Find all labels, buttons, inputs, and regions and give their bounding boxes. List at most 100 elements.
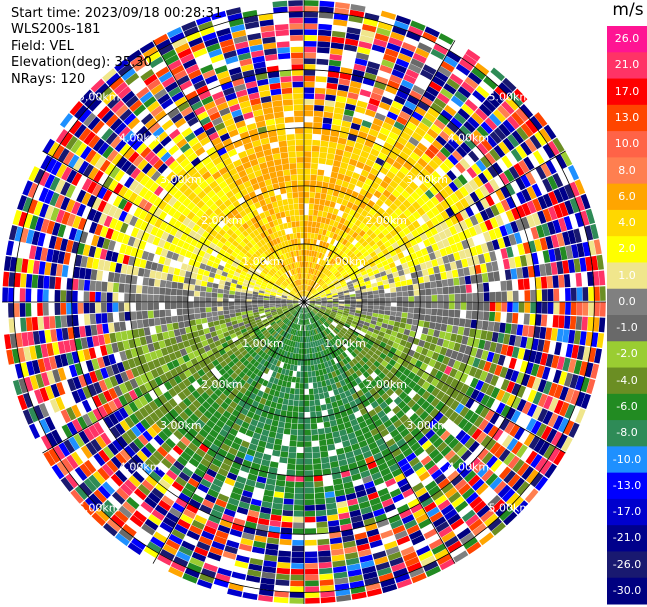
radar-gate	[458, 250, 467, 260]
radar-gate	[346, 268, 353, 274]
radar-gate	[406, 195, 416, 205]
radar-gate	[377, 152, 388, 161]
radar-gate	[511, 396, 522, 410]
radar-gate	[304, 360, 308, 366]
radar-gate	[391, 189, 401, 199]
radar-gate	[475, 244, 484, 255]
radar-gate	[433, 266, 440, 274]
radar-gate	[154, 279, 161, 287]
radar-gate	[312, 353, 317, 360]
radar-gate	[418, 471, 431, 482]
radar-gate	[384, 292, 391, 298]
radar-gate	[360, 349, 367, 356]
radar-gate	[480, 197, 490, 209]
radar-gate	[331, 401, 339, 409]
radar-gate	[512, 290, 519, 302]
radar-gate	[394, 281, 402, 288]
radar-gate	[430, 206, 440, 217]
radar-gate	[483, 513, 499, 527]
radar-gate	[523, 432, 536, 447]
radar-gate	[385, 268, 392, 275]
radar-gate	[339, 131, 349, 140]
radar-gate	[385, 328, 393, 335]
radar-gate	[367, 349, 375, 357]
radar-gate	[568, 422, 580, 438]
radar-gate	[485, 384, 495, 397]
radar-gate	[564, 403, 575, 419]
radar-gate	[537, 195, 548, 210]
radar-gate	[95, 313, 102, 324]
radar-gate	[311, 221, 317, 228]
radar-gate	[553, 247, 562, 262]
radar-gate	[194, 290, 200, 297]
radar-gate	[304, 23, 318, 30]
radar-gate	[89, 313, 97, 325]
radar-gate	[442, 255, 450, 264]
radar-gate	[499, 322, 506, 333]
radar-gate	[298, 406, 304, 413]
radar-gate	[534, 131, 547, 147]
radar-gate	[275, 479, 286, 487]
radar-gate	[346, 97, 358, 106]
radar-gate	[331, 472, 342, 480]
radar-gate	[328, 65, 341, 73]
radar-gate	[372, 162, 382, 171]
radar-gate	[355, 345, 363, 353]
radar-gate	[402, 296, 409, 302]
radar-gate	[453, 550, 469, 563]
radar-gate	[309, 303, 315, 307]
radar-gate	[207, 321, 215, 328]
radar-gate	[314, 399, 321, 406]
radar-gate	[377, 410, 386, 419]
radar-gate	[493, 271, 500, 282]
radar-gate	[418, 339, 426, 348]
radar-gate	[387, 551, 402, 561]
radar-gate	[410, 191, 420, 201]
radar-gate	[441, 482, 454, 494]
radar-gate	[450, 350, 459, 360]
radar-gate	[326, 297, 333, 300]
radar-gate	[301, 325, 303, 331]
radar-gate	[347, 92, 359, 100]
radar-gate	[295, 470, 304, 476]
radar-gate	[428, 433, 440, 444]
radar-gate	[482, 99, 497, 113]
radar-gate	[328, 325, 334, 331]
radar-gate	[326, 294, 333, 298]
radar-gate	[297, 441, 304, 447]
radar-gate	[376, 281, 384, 287]
radar-gate	[337, 340, 343, 347]
radar-gate	[335, 235, 342, 242]
radar-gate	[363, 431, 373, 440]
radar-gate	[447, 278, 454, 287]
radar-gate	[462, 421, 473, 433]
radar-gate	[443, 55, 458, 68]
radar-gate	[312, 316, 317, 322]
radar-gate	[512, 302, 519, 313]
radar-gate	[530, 472, 544, 488]
radar-gate	[373, 294, 380, 299]
radar-gate	[332, 160, 341, 168]
radar-gate	[373, 236, 381, 244]
radar-gate	[304, 93, 315, 99]
radar-gate	[426, 128, 439, 139]
radar-gate	[310, 411, 317, 418]
radar-gate	[200, 286, 207, 292]
radar-gate	[327, 299, 333, 301]
radar-gate	[580, 193, 591, 210]
radar-gate	[384, 310, 391, 316]
radar-gate	[374, 247, 382, 255]
radar-gate	[424, 148, 436, 160]
radar-gate	[315, 327, 320, 334]
radar-gate	[412, 52, 427, 64]
radar-gate	[435, 401, 445, 411]
radar-gate	[331, 309, 338, 313]
radar-gate	[318, 272, 323, 278]
radar-gate	[304, 139, 312, 146]
radar-gate	[537, 379, 547, 393]
radar-gate	[329, 395, 337, 403]
radar-gate	[381, 248, 390, 256]
radar-gate	[194, 285, 201, 292]
radar-gate	[401, 404, 411, 414]
radar-gate	[414, 264, 422, 272]
